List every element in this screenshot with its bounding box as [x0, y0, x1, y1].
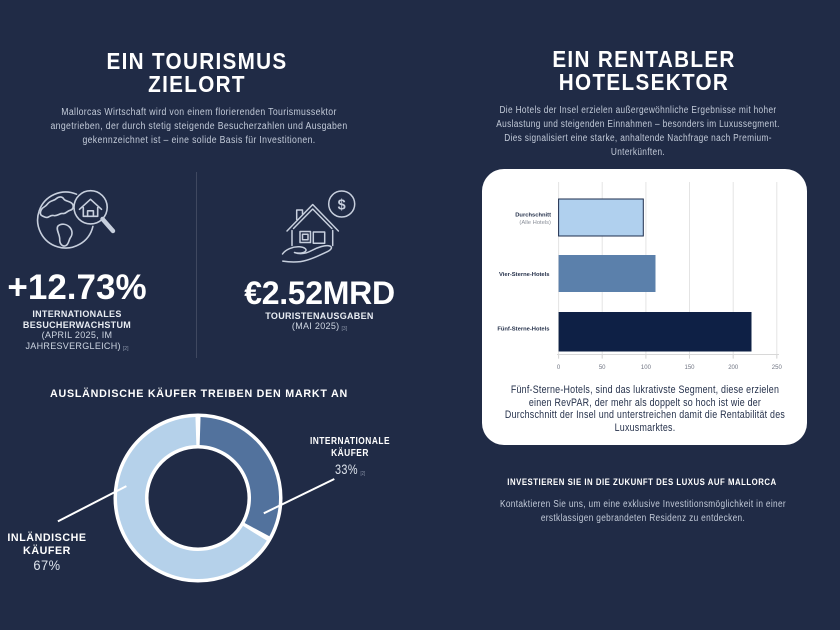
svg-text:250: 250 [772, 365, 783, 371]
svg-text:Fünf-Sterne-Hotels: Fünf-Sterne-Hotels [497, 327, 549, 333]
svg-text:Vier-Sterne-Hotels: Vier-Sterne-Hotels [499, 272, 549, 278]
svg-text:50: 50 [599, 365, 606, 371]
svg-text:100: 100 [641, 365, 652, 371]
svg-text:Durchschnitt: Durchschnitt [515, 213, 551, 219]
svg-text:150: 150 [684, 365, 695, 371]
svg-text:$: $ [338, 197, 346, 213]
svg-text:0: 0 [557, 365, 561, 371]
svg-text:200: 200 [728, 365, 739, 371]
svg-text:(Alle Hotels): (Alle Hotels) [519, 220, 551, 226]
